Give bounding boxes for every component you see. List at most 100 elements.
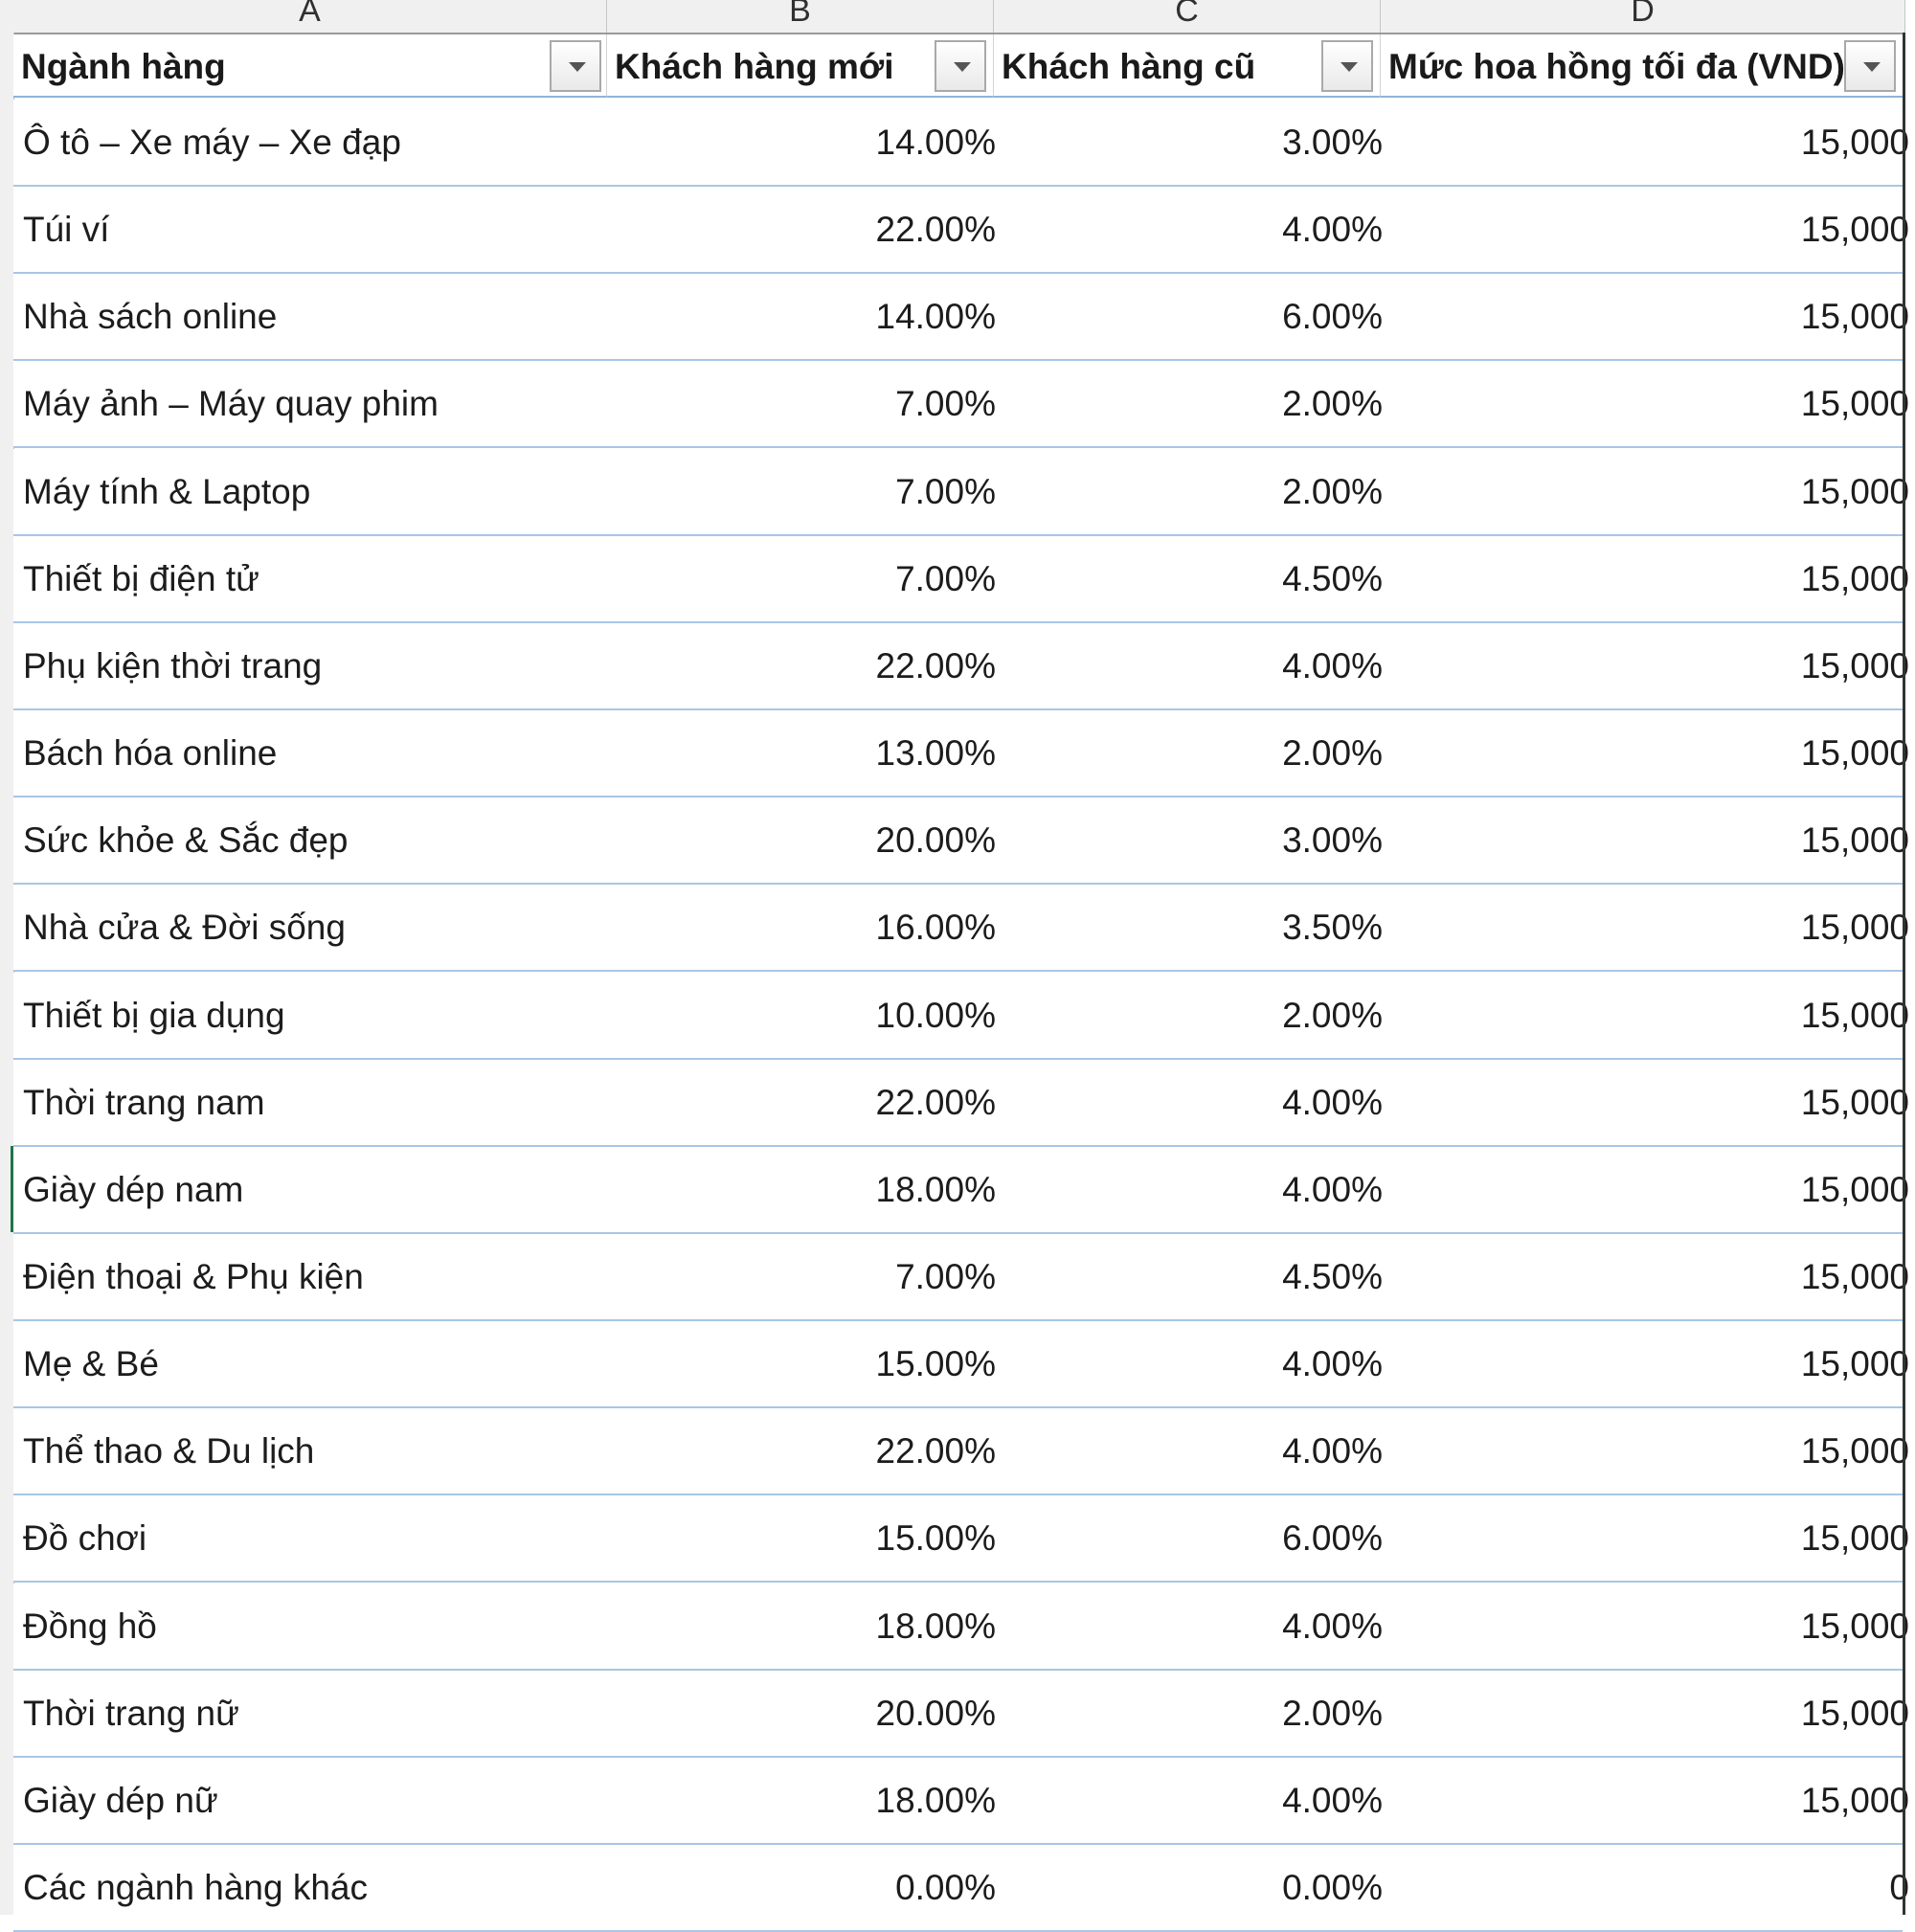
cell-new-customer-rate[interactable]: 22.00%: [875, 1082, 997, 1122]
filter-dropdown-button[interactable]: [1844, 40, 1896, 92]
header-cell-new-customers[interactable]: Khách hàng mới: [607, 34, 994, 98]
cell-returning-customer-rate[interactable]: 4.00%: [1282, 1431, 1383, 1471]
cell-new-customer-rate[interactable]: 20.00%: [875, 820, 997, 861]
cell-category[interactable]: Máy ảnh – Máy quay phim: [23, 384, 439, 424]
cell-max-commission[interactable]: 15,000: [1800, 471, 1909, 511]
cell-returning-customer-rate[interactable]: 0.00%: [1282, 1868, 1383, 1907]
cell-max-commission[interactable]: 15,000: [1800, 908, 1909, 948]
cell-category[interactable]: Giày dép nam: [23, 1169, 244, 1209]
column-header-d[interactable]: D: [1381, 0, 1905, 33]
cell-new-customer-rate[interactable]: 7.00%: [895, 471, 996, 511]
cell-returning-customer-rate[interactable]: 2.00%: [1282, 733, 1383, 774]
cell-category[interactable]: Đồng hồ: [23, 1606, 157, 1646]
cell-category[interactable]: Phụ kiện thời trang: [23, 645, 323, 685]
cell-category[interactable]: Điện thoại & Phụ kiện: [23, 1256, 364, 1296]
cell-new-customer-rate[interactable]: 10.00%: [875, 995, 997, 1035]
cell-max-commission[interactable]: 15,000: [1800, 1780, 1909, 1820]
cell-returning-customer-rate[interactable]: 6.00%: [1282, 1518, 1383, 1559]
cell-new-customer-rate[interactable]: 14.00%: [875, 123, 997, 162]
cell-returning-customer-rate[interactable]: 4.00%: [1282, 210, 1383, 250]
cell-max-commission[interactable]: 15,000: [1800, 1082, 1909, 1122]
cell-max-commission[interactable]: 15,000: [1800, 210, 1909, 250]
cell-max-commission[interactable]: 15,000: [1800, 820, 1909, 861]
cell-max-commission[interactable]: 15,000: [1800, 1169, 1909, 1209]
filter-dropdown-button[interactable]: [1321, 40, 1373, 92]
cell-new-customer-rate[interactable]: 13.00%: [875, 733, 997, 774]
cell-max-commission[interactable]: 15,000: [1800, 1344, 1909, 1384]
cell-returning-customer-rate[interactable]: 2.00%: [1282, 1693, 1383, 1733]
cell-max-commission[interactable]: 15,000: [1800, 558, 1909, 598]
column-header-c[interactable]: C: [994, 0, 1381, 33]
cell-max-commission[interactable]: 15,000: [1800, 733, 1909, 774]
cell-max-commission[interactable]: 15,000: [1800, 645, 1909, 685]
column-header-b[interactable]: B: [607, 0, 994, 33]
cell-returning-customer-rate[interactable]: 4.00%: [1282, 1082, 1383, 1122]
cell-category[interactable]: Ô tô – Xe máy – Xe đạp: [23, 123, 401, 162]
cell-category[interactable]: Nhà cửa & Đời sống: [23, 908, 346, 948]
cell-new-customer-rate[interactable]: 15.00%: [875, 1518, 997, 1559]
cell-category[interactable]: Túi ví: [23, 210, 110, 250]
cell-returning-customer-rate[interactable]: 6.00%: [1282, 297, 1383, 337]
cell-max-commission[interactable]: 0: [1889, 1868, 1909, 1907]
cell-returning-customer-rate[interactable]: 3.00%: [1282, 820, 1383, 861]
cell-returning-customer-rate[interactable]: 2.00%: [1282, 384, 1383, 424]
cell-max-commission[interactable]: 15,000: [1800, 123, 1909, 162]
header-cell-returning-customers[interactable]: Khách hàng cũ: [994, 34, 1381, 98]
header-cell-max-commission[interactable]: Mức hoa hồng tối đa (VND): [1381, 34, 1904, 98]
cell-category[interactable]: Mẹ & Bé: [23, 1344, 159, 1384]
cell-category[interactable]: Các ngành hàng khác: [23, 1868, 368, 1907]
cell-returning-customer-rate[interactable]: 2.00%: [1282, 471, 1383, 511]
cell-new-customer-rate[interactable]: 16.00%: [875, 908, 997, 948]
cell-category[interactable]: Máy tính & Laptop: [23, 471, 311, 511]
cell-new-customer-rate[interactable]: 22.00%: [875, 1431, 997, 1471]
cell-max-commission[interactable]: 15,000: [1800, 384, 1909, 424]
cell-new-customer-rate[interactable]: 22.00%: [875, 210, 997, 250]
cell-returning-customer-rate[interactable]: 3.50%: [1282, 908, 1383, 948]
cell-new-customer-rate[interactable]: 20.00%: [875, 1693, 997, 1733]
cell-category[interactable]: Thiết bị gia dụng: [23, 995, 285, 1035]
row-header-gutter[interactable]: [0, 33, 14, 1915]
cell-new-customer-rate[interactable]: 18.00%: [875, 1606, 997, 1646]
cell-new-customer-rate[interactable]: 18.00%: [875, 1169, 997, 1209]
table-row: Đồng hồ 18.00% 4.00% 15,000: [13, 1583, 1909, 1671]
cell-category[interactable]: Thể thao & Du lịch: [23, 1431, 315, 1471]
cell-new-customer-rate[interactable]: 22.00%: [875, 645, 997, 685]
cell-returning-customer-rate[interactable]: 4.50%: [1282, 1256, 1383, 1296]
cell-max-commission[interactable]: 15,000: [1800, 1256, 1909, 1296]
cell-returning-customer-rate[interactable]: 3.00%: [1282, 123, 1383, 162]
cell-returning-customer-rate[interactable]: 4.00%: [1282, 1606, 1383, 1646]
cell-max-commission[interactable]: 15,000: [1800, 995, 1909, 1035]
cell-category[interactable]: Bách hóa online: [23, 733, 278, 774]
cell-max-commission[interactable]: 15,000: [1800, 1693, 1909, 1733]
cell-new-customer-rate[interactable]: 7.00%: [895, 1256, 996, 1296]
filter-dropdown-button[interactable]: [550, 40, 601, 92]
cell-new-customer-rate[interactable]: 14.00%: [875, 297, 997, 337]
cell-new-customer-rate[interactable]: 18.00%: [875, 1780, 997, 1820]
cell-max-commission[interactable]: 15,000: [1800, 297, 1909, 337]
active-row-marker: [11, 1146, 14, 1232]
cell-new-customer-rate[interactable]: 0.00%: [895, 1868, 996, 1907]
cell-returning-customer-rate[interactable]: 4.00%: [1282, 1344, 1383, 1384]
cell-max-commission[interactable]: 15,000: [1800, 1518, 1909, 1559]
cell-returning-customer-rate[interactable]: 4.00%: [1282, 645, 1383, 685]
cell-max-commission[interactable]: 15,000: [1800, 1606, 1909, 1646]
cell-new-customer-rate[interactable]: 15.00%: [875, 1344, 997, 1384]
column-header-a[interactable]: A: [13, 0, 607, 33]
cell-max-commission[interactable]: 15,000: [1800, 1431, 1909, 1471]
cell-category[interactable]: Sức khỏe & Sắc đẹp: [23, 820, 349, 861]
cell-returning-customer-rate[interactable]: 4.00%: [1282, 1169, 1383, 1209]
header-cell-category[interactable]: Ngành hàng: [13, 34, 607, 98]
cell-category[interactable]: Thời trang nữ: [23, 1693, 239, 1733]
cell-returning-customer-rate[interactable]: 4.00%: [1282, 1780, 1383, 1820]
chevron-down-icon: [569, 62, 586, 72]
cell-category[interactable]: Nhà sách online: [23, 297, 278, 337]
cell-returning-customer-rate[interactable]: 4.50%: [1282, 558, 1383, 598]
cell-category[interactable]: Thiết bị điện tử: [23, 558, 259, 598]
cell-returning-customer-rate[interactable]: 2.00%: [1282, 995, 1383, 1035]
cell-category[interactable]: Giày dép nữ: [23, 1780, 218, 1820]
cell-new-customer-rate[interactable]: 7.00%: [895, 558, 996, 598]
cell-category[interactable]: Đồ chơi: [23, 1518, 147, 1559]
filter-dropdown-button[interactable]: [935, 40, 986, 92]
cell-category[interactable]: Thời trang nam: [23, 1082, 265, 1122]
cell-new-customer-rate[interactable]: 7.00%: [895, 384, 996, 424]
